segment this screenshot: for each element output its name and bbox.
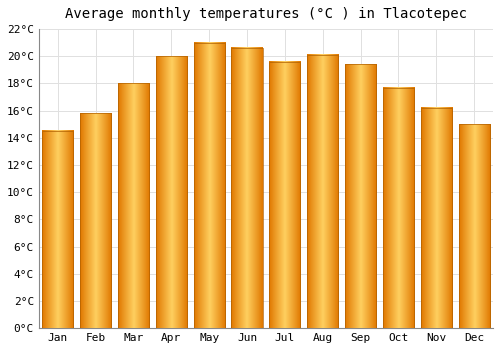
Bar bbox=[42, 131, 74, 328]
Bar bbox=[270, 62, 300, 328]
Bar bbox=[345, 64, 376, 328]
Bar bbox=[80, 113, 111, 328]
Bar bbox=[118, 83, 149, 328]
Bar bbox=[232, 48, 262, 328]
Bar bbox=[383, 88, 414, 328]
Bar bbox=[458, 124, 490, 328]
Bar bbox=[307, 55, 338, 328]
Bar bbox=[156, 56, 187, 328]
Bar bbox=[194, 43, 224, 328]
Title: Average monthly temperatures (°C ) in Tlacotepec: Average monthly temperatures (°C ) in Tl… bbox=[65, 7, 467, 21]
Bar bbox=[421, 108, 452, 328]
